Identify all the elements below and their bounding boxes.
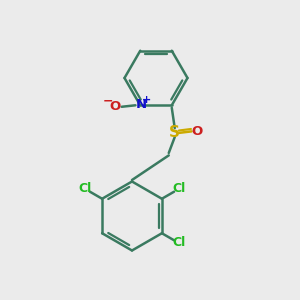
Text: −: − (103, 95, 113, 108)
Text: Cl: Cl (79, 182, 92, 196)
Text: O: O (192, 125, 203, 138)
Text: O: O (109, 100, 120, 113)
Text: Cl: Cl (172, 182, 185, 196)
Text: +: + (142, 95, 152, 105)
Text: Cl: Cl (172, 236, 185, 250)
Text: S: S (169, 125, 180, 140)
Text: N: N (135, 98, 146, 111)
